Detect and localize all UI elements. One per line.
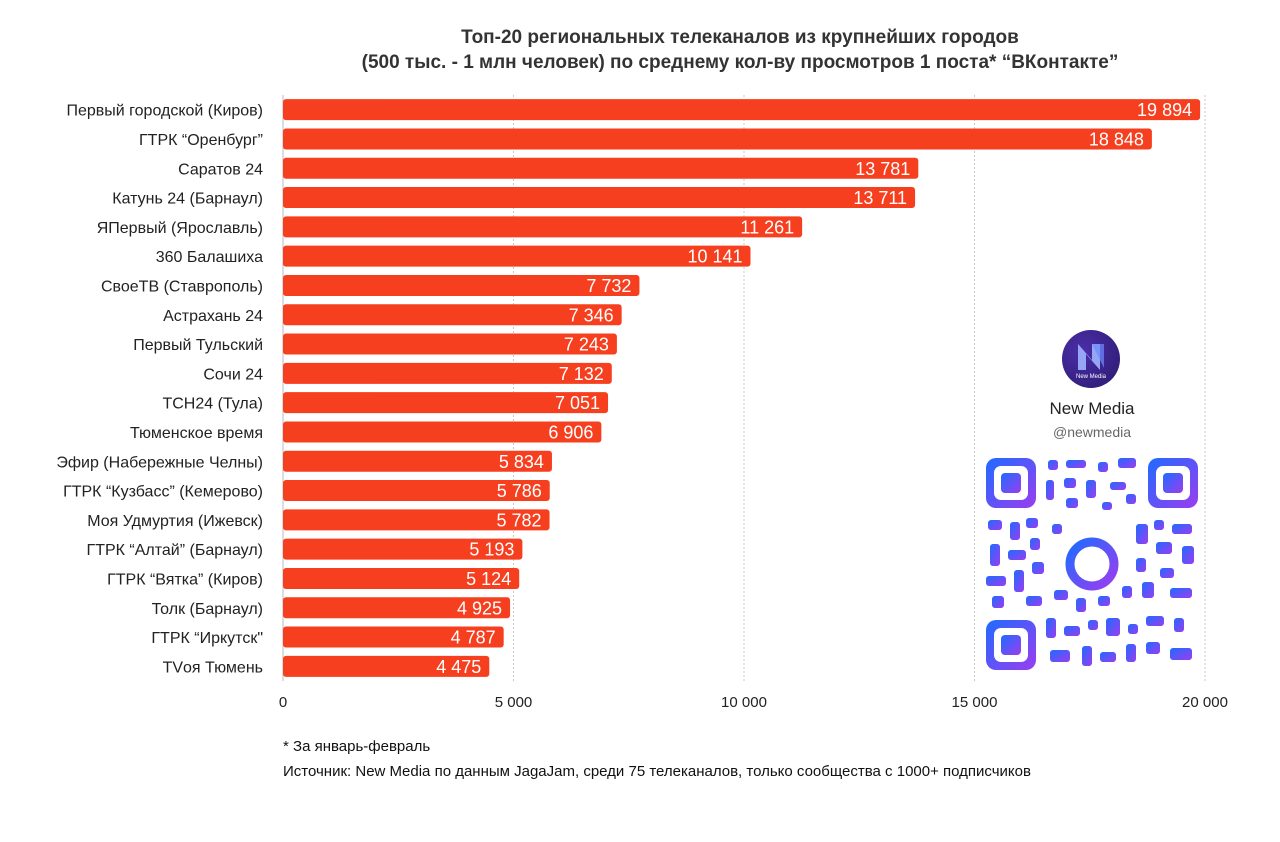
value-label: 5 124 (466, 569, 511, 589)
bar (283, 245, 751, 267)
bar (283, 655, 490, 677)
value-label: 11 261 (740, 217, 794, 237)
brand-handle[interactable]: @newmedia (1052, 424, 1132, 440)
chart-subtitle: (500 тыс. - 1 млн человек) по среднему к… (361, 52, 1119, 73)
category-label: Саратов 24 (178, 161, 263, 178)
value-label: 13 781 (855, 159, 910, 179)
footnote: * За январь-февраль (283, 738, 431, 755)
new-media-logo: New Media (1062, 330, 1120, 388)
bar (283, 509, 550, 531)
bar (283, 567, 520, 589)
qr-code (986, 458, 1198, 670)
category-label: ГТРК “Оренбург” (139, 132, 263, 149)
category-label: Моя Удмуртия (Ижевск) (87, 513, 263, 530)
category-label: ГТРК “Кузбасс” (Кемерово) (63, 484, 263, 501)
bar (283, 450, 552, 472)
value-label: 5 782 (497, 510, 542, 530)
value-label: 4 475 (436, 657, 481, 677)
bar (283, 626, 504, 648)
bar (283, 597, 511, 619)
value-label: 4 925 (457, 598, 502, 618)
bar (283, 362, 612, 384)
bar (283, 157, 919, 179)
category-label: ГТРК “Иркутск" (151, 630, 263, 647)
category-label: 360 Балашиха (156, 249, 263, 266)
bar (283, 421, 602, 443)
x-tick-label: 20 000 (1182, 694, 1228, 711)
brand-block: New Media New Media @newmedia (986, 330, 1198, 675)
x-tick-label: 15 000 (952, 694, 998, 711)
value-label: 13 711 (853, 188, 907, 208)
value-label: 5 193 (469, 540, 514, 560)
value-label: 7 051 (555, 393, 600, 413)
category-label: ЯПервый (Ярославль) (97, 220, 263, 237)
bar (283, 392, 609, 414)
value-label: 7 243 (564, 335, 609, 355)
x-tick-label: 10 000 (721, 694, 767, 711)
bar (283, 187, 916, 209)
category-label: Катунь 24 (Барнаул) (112, 191, 263, 208)
svg-text:New Media: New Media (1076, 374, 1107, 380)
bar (283, 538, 523, 560)
bar (283, 216, 803, 238)
value-label: 5 834 (499, 452, 544, 472)
category-label: Толк (Барнаул) (152, 601, 263, 618)
category-label: Сочи 24 (203, 366, 263, 383)
category-label: Первый городской (Киров) (66, 103, 263, 120)
bar (283, 274, 640, 296)
bar (283, 128, 1152, 150)
category-label: СвоеТВ (Ставрополь) (101, 278, 263, 295)
category-label: ТСН24 (Тула) (162, 396, 263, 413)
bar (283, 480, 550, 502)
category-label: Астрахань 24 (163, 308, 263, 325)
value-label: 19 894 (1137, 100, 1192, 120)
x-tick-label: 0 (279, 694, 287, 711)
category-label: ГТРК “Вятка” (Киров) (107, 571, 263, 588)
category-label: Тюменское время (130, 425, 263, 442)
value-label: 4 787 (451, 628, 496, 648)
category-label: TVоя Тюмень (163, 659, 263, 676)
bar (283, 304, 622, 326)
category-label: Первый Тульский (133, 337, 263, 354)
x-tick-label: 5 000 (495, 694, 533, 711)
value-label: 5 786 (497, 481, 542, 501)
value-label: 7 346 (569, 305, 614, 325)
value-label: 18 848 (1089, 129, 1144, 149)
bar (283, 333, 617, 355)
category-label: Эфир (Набережные Челны) (56, 454, 263, 471)
chart-title: Топ-20 региональных телеканалов из крупн… (461, 27, 1019, 48)
bar (283, 99, 1201, 121)
brand-name: New Media (1049, 399, 1135, 418)
source-note: Источник: New Media по данным JagaJam, с… (283, 763, 1031, 780)
value-label: 7 732 (586, 276, 631, 296)
value-label: 10 141 (687, 247, 742, 267)
value-label: 6 906 (548, 422, 593, 442)
value-label: 7 132 (559, 364, 604, 384)
category-label: ГТРК “Алтай” (Барнаул) (87, 542, 263, 559)
